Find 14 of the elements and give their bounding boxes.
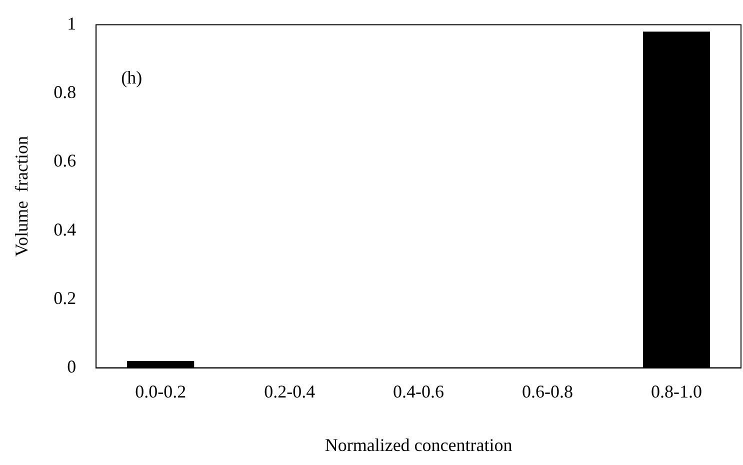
- x-tick-label: 0.8-1.0: [651, 381, 702, 402]
- y-axis-title: Volume fraction: [12, 136, 32, 257]
- y-tick-label: 0.4: [54, 219, 76, 240]
- y-tick-label: 0.8: [54, 82, 76, 102]
- x-tick-label: 0.0-0.2: [135, 381, 186, 402]
- y-tick-label: 1: [67, 14, 76, 34]
- x-tick-label: 0.6-0.8: [522, 381, 574, 402]
- x-axis-title: Normalized concentration: [324, 434, 512, 455]
- annotation: (h): [121, 68, 142, 88]
- x-tick-label: 0.4-0.6: [393, 381, 444, 402]
- y-tick-label: 0.2: [54, 288, 76, 308]
- y-tick-label: 0.6: [54, 150, 76, 171]
- y-tick-label: 0: [67, 356, 76, 377]
- x-tick-label: 0.2-0.4: [264, 381, 316, 402]
